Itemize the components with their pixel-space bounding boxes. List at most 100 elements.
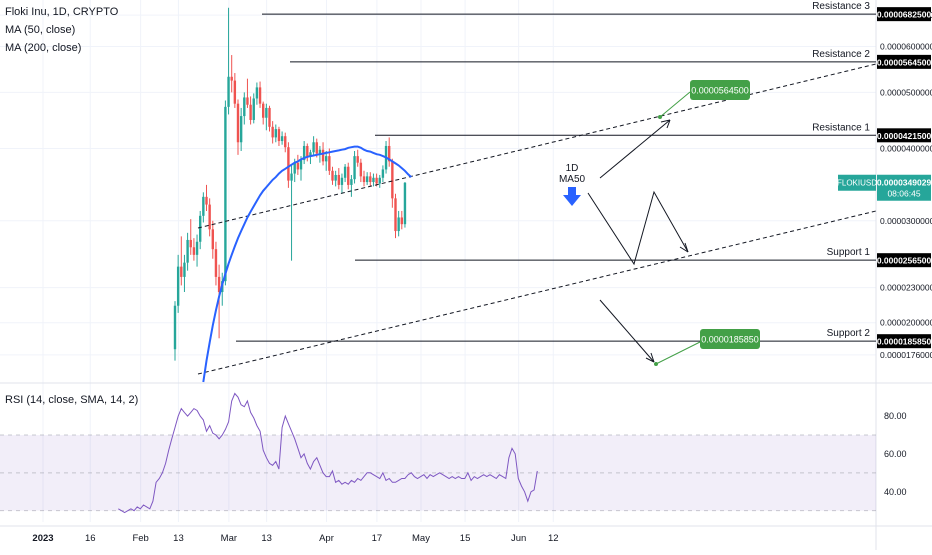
- candle-body: [397, 217, 400, 232]
- candle-body: [277, 129, 281, 142]
- level-price-label: 0.0000185850: [877, 337, 932, 347]
- candle-body: [176, 266, 180, 306]
- resistance-2-label: Resistance 2: [812, 49, 870, 60]
- ticker-countdown: 08:06:45: [887, 189, 920, 199]
- price-tick-label: 0.0000230000: [880, 283, 932, 293]
- candle-body: [302, 145, 306, 161]
- candle-body: [391, 161, 394, 199]
- ma200-legend[interactable]: MA (200, close): [5, 42, 82, 54]
- candle-body: [236, 103, 240, 143]
- chart-title[interactable]: Floki Inu, 1D, CRYPTO: [5, 6, 119, 18]
- candle-body: [180, 266, 183, 277]
- candle-body: [321, 149, 325, 162]
- candle-body: [192, 247, 196, 255]
- rsi-band-layer: [0, 434, 876, 512]
- time-tick-label: 13: [261, 533, 272, 544]
- candle-body: [378, 177, 381, 184]
- ma50-legend[interactable]: MA (50, close): [5, 24, 76, 36]
- candle-body: [299, 160, 303, 170]
- target-down-anchor: [654, 362, 658, 366]
- candle-body: [217, 276, 221, 293]
- level-price-label: 0.0000682500: [877, 10, 932, 20]
- ma-note-line-2: MA50: [559, 174, 586, 185]
- time-tick-label: Mar: [221, 533, 237, 544]
- target-down-label: 0.0000185850: [701, 335, 759, 345]
- candle-body: [388, 145, 391, 162]
- candle-body: [394, 198, 397, 232]
- candle-body: [334, 174, 337, 181]
- candle-body: [381, 169, 385, 178]
- candle-body: [403, 182, 407, 225]
- level-price-box: [877, 253, 931, 268]
- rsi-tick-label: 40.00: [884, 487, 907, 497]
- candle-body: [359, 162, 363, 177]
- breakout-up-arrowhead: [660, 119, 671, 129]
- price-tick-label: 0.0000300000: [880, 216, 932, 226]
- candle-body: [195, 241, 199, 255]
- support-1-label: Support 1: [827, 247, 871, 258]
- candle-body: [365, 176, 369, 183]
- candle-body: [274, 129, 277, 138]
- candle-body: [284, 136, 287, 148]
- projection-arrowhead: [679, 242, 689, 253]
- annotation-layer: Resistance 3 Resistance 2 Resistance 1 Supp…: [559, 1, 870, 349]
- target-down-leader: [655, 341, 701, 365]
- time-tick-label: 2023: [32, 533, 53, 544]
- candle-body: [224, 106, 227, 282]
- target-up-box: [690, 80, 750, 100]
- breakdown-arrowhead: [645, 352, 655, 363]
- candle-body: [337, 174, 340, 185]
- candle-body: [262, 103, 265, 118]
- time-tick-label: Feb: [132, 533, 148, 544]
- rsi-legend[interactable]: RSI (14, close, SMA, 14, 2): [5, 394, 139, 406]
- candle-body: [306, 145, 309, 157]
- candle-body: [287, 147, 290, 181]
- channel-lower-line: [197, 210, 877, 375]
- ticker-name: FLOKIUSD: [837, 179, 877, 188]
- breakout-up-arrow: [599, 119, 671, 179]
- rsi-tick-label: 80.00: [884, 411, 907, 421]
- candle-body: [400, 217, 403, 225]
- candle-body: [318, 149, 322, 154]
- ma-note-line-1: 1D: [566, 163, 579, 174]
- price-tick-label: 0.0000500000: [880, 87, 932, 97]
- candle-body: [243, 97, 246, 117]
- ticker-name-box: [838, 174, 876, 191]
- time-tick-label: 15: [460, 533, 471, 544]
- candle-body: [362, 176, 366, 183]
- level-price-label: 0.0000421500: [877, 131, 932, 141]
- candle-body: [227, 76, 230, 107]
- candle-body: [258, 87, 262, 104]
- candle-body: [186, 239, 189, 263]
- target-down-box: [700, 329, 760, 349]
- candle-body: [347, 166, 350, 185]
- candle-body: [309, 152, 312, 157]
- candle-body: [293, 162, 296, 174]
- candle-body: [211, 229, 214, 250]
- candle-body: [369, 176, 372, 183]
- candle-body: [372, 177, 375, 183]
- level-price-box: [877, 54, 931, 69]
- candle-body: [328, 156, 331, 171]
- candle-body: [183, 262, 186, 277]
- candle-body: [173, 305, 177, 350]
- level-price-box: [877, 334, 931, 349]
- candle-body: [340, 177, 344, 185]
- candle-body: [265, 107, 268, 118]
- resistance-1-label: Resistance 1: [812, 122, 870, 133]
- time-tick-label: 13: [173, 533, 184, 544]
- rsi-line: [118, 392, 538, 514]
- ticker-price-box: [877, 174, 931, 201]
- candle-body: [199, 215, 202, 242]
- target-up-anchor: [658, 115, 662, 119]
- candle-body: [280, 136, 284, 142]
- candle-body: [252, 98, 255, 120]
- level-price-label: 0.0000564500: [877, 57, 932, 67]
- candle-body: [268, 107, 271, 127]
- candle-body: [350, 179, 353, 185]
- level-price-box: [877, 7, 931, 22]
- time-tick-label: Jun: [511, 533, 526, 544]
- candle-body: [202, 196, 205, 216]
